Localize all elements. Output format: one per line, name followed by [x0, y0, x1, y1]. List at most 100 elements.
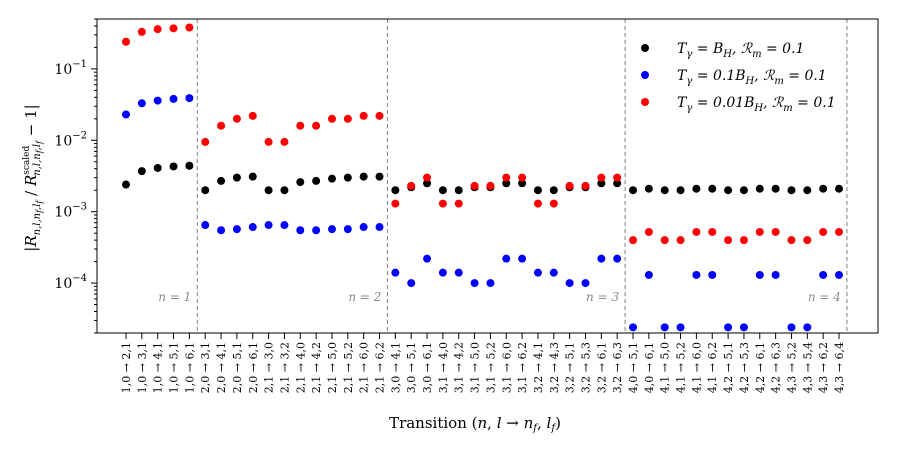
data-points [122, 23, 843, 332]
data-point [803, 323, 812, 332]
x-tick-label: 2,0 → 3,1 [199, 342, 212, 393]
x-tick-label: 3,2 → 6,1 [595, 342, 608, 393]
data-point [629, 323, 638, 332]
legend-marker [641, 71, 649, 79]
y-tick-label: 10−2 [54, 130, 87, 149]
data-point [375, 111, 384, 120]
data-point [454, 199, 463, 208]
data-point [327, 174, 336, 183]
data-point [391, 186, 400, 195]
data-point [835, 227, 843, 236]
x-axis: 1,0 → 2,1 1,0 → 3,1 1,0 → 4,1 1,0 → 5,1 1,0 … [120, 333, 846, 393]
data-point [217, 121, 226, 130]
x-tick-label: 2,1 → 6,2 [374, 342, 387, 393]
data-point [185, 161, 194, 170]
x-tick-label: 4,1 → 5,2 [675, 342, 688, 393]
data-point [169, 24, 178, 33]
x-tick-label: 2,1 → 4,2 [310, 342, 323, 393]
data-point [343, 114, 352, 123]
x-tick-label: 2,1 → 3,2 [278, 342, 291, 393]
x-tick-label: 3,1 → 6,2 [516, 342, 529, 393]
data-point [122, 180, 130, 189]
x-tick-label: 3,2 → 5,3 [579, 342, 592, 393]
data-point [660, 236, 669, 245]
data-point [169, 162, 178, 171]
data-point [407, 181, 416, 190]
data-point [676, 323, 685, 332]
data-point [708, 227, 717, 236]
data-point [185, 23, 194, 32]
data-point [819, 184, 828, 193]
data-point [613, 179, 622, 188]
data-point [502, 173, 511, 182]
x-tick-label: 4,1 → 6,2 [706, 342, 719, 393]
x-tick-label: 3,2 → 5,1 [564, 342, 577, 393]
data-point [724, 186, 733, 195]
data-point [359, 111, 368, 120]
data-point [312, 176, 321, 185]
x-tick-label: 3,1 → 5,2 [484, 342, 497, 393]
x-tick-label: 3,2 → 4,1 [532, 342, 545, 393]
data-point [803, 236, 812, 245]
data-point [835, 270, 843, 279]
data-point [613, 254, 622, 263]
legend-entry: Tγ = 0.01BH, ℛm = 0.1 [677, 95, 836, 114]
y-axis: 10−1 10−2 10−3 10−4 [54, 18, 97, 334]
x-tick-label: 2,0 → 5,1 [231, 342, 244, 393]
data-point [755, 227, 764, 236]
x-axis-label: Transition (n, l → nf, lf) [389, 414, 561, 434]
data-point [185, 94, 194, 103]
x-tick-label: 2,1 → 5,0 [326, 342, 339, 393]
data-point [137, 167, 146, 176]
data-point [264, 137, 273, 146]
data-point [755, 184, 764, 193]
data-point [454, 268, 463, 277]
data-point [280, 137, 289, 146]
x-tick-label: 2,0 → 6,1 [247, 342, 260, 393]
data-point [264, 221, 273, 230]
data-point [296, 226, 305, 235]
data-point [724, 236, 733, 245]
region-label: n = 4 [808, 290, 841, 304]
x-tick-label: 4,1 → 5,0 [659, 342, 672, 393]
data-point [391, 199, 400, 208]
data-point [819, 270, 828, 279]
data-point [518, 254, 527, 263]
data-point [169, 94, 178, 103]
x-tick-label: 2,0 → 4,1 [215, 342, 228, 393]
legend-entry: Tγ = 0.1BH, ℛm = 0.1 [677, 68, 827, 87]
data-point [312, 121, 321, 130]
data-point [724, 323, 733, 332]
data-point [597, 173, 606, 182]
legend-entry: Tγ = BH, ℛm = 0.1 [677, 41, 804, 60]
data-point [375, 172, 384, 181]
data-point [533, 186, 542, 195]
x-tick-label: 3,1 → 4,2 [453, 342, 466, 393]
data-point [613, 173, 622, 182]
x-tick-label: 3,0 → 4,1 [389, 342, 402, 393]
data-point [787, 236, 796, 245]
region-labels: n = 1 n = 2 n = 3 n = 4 [158, 290, 841, 304]
x-tick-label: 2,1 → 6,0 [358, 342, 371, 393]
data-point [296, 178, 305, 187]
data-point [248, 172, 257, 181]
data-point [137, 27, 146, 36]
data-point [423, 173, 432, 182]
data-point [438, 199, 447, 208]
x-tick-label: 2,1 → 3,0 [263, 342, 276, 393]
data-point [470, 279, 479, 288]
data-point [217, 176, 226, 185]
data-point [518, 173, 527, 182]
data-point [787, 323, 796, 332]
x-tick-label: 4,0 → 6,1 [643, 342, 656, 393]
svg-text:|Rn,l,nf,lf / Rscaledn,l,nf,lf: |Rn,l,nf,lf / Rscaledn,l,nf,lf − 1| [22, 104, 44, 251]
x-tick-label: 3,0 → 6,1 [421, 342, 434, 393]
y-tick-label: 10−3 [54, 202, 87, 221]
data-point [264, 186, 273, 195]
data-point [407, 279, 416, 288]
data-point [581, 279, 590, 288]
data-point [153, 25, 162, 34]
x-tick-label: 1,0 → 5,1 [168, 342, 181, 393]
x-tick-label: 4,2 → 5,3 [738, 342, 751, 393]
